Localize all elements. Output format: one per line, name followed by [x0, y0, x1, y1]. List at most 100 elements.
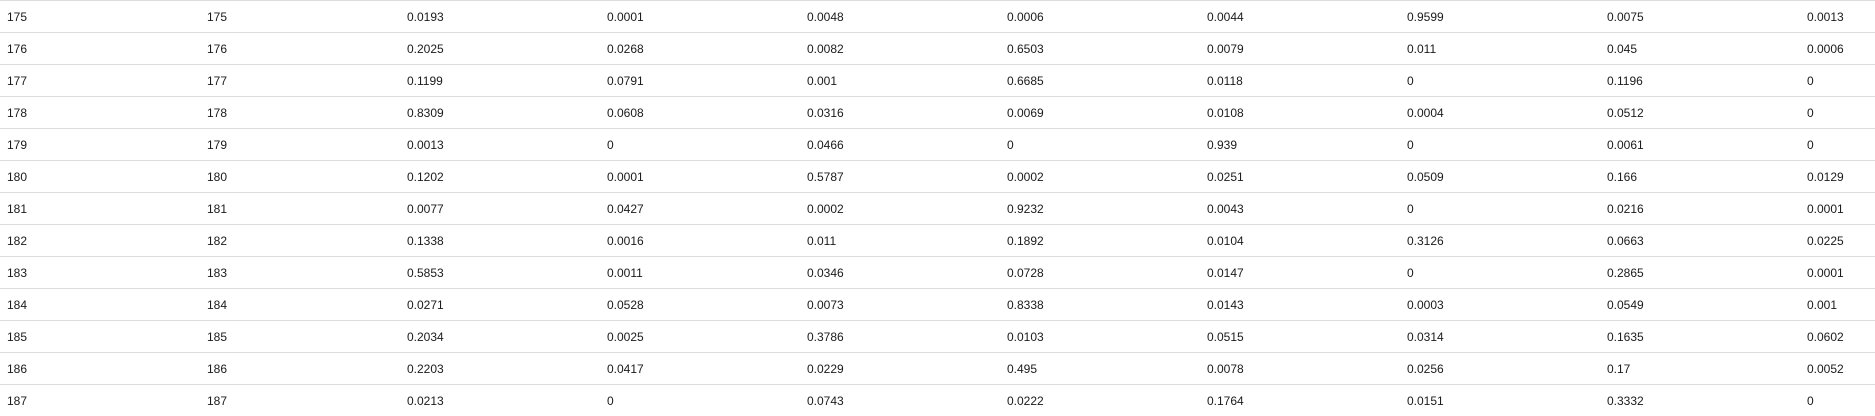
table-cell: 0.0013 — [400, 129, 600, 161]
table-cell: 0.0069 — [1000, 97, 1200, 129]
table-cell: 183 — [0, 257, 200, 289]
table-cell: 0.0077 — [400, 193, 600, 225]
table-cell: 0.0048 — [800, 1, 1000, 33]
table-cell: 0.0515 — [1200, 321, 1400, 353]
table-cell: 0.0082 — [800, 33, 1000, 65]
table-cell: 0.0427 — [600, 193, 800, 225]
table-cell: 0.0151 — [1400, 385, 1600, 416]
table-cell: 0.0316 — [800, 97, 1000, 129]
table-cell: 181 — [0, 193, 200, 225]
table-cell: 178 — [0, 97, 200, 129]
table-cell: 187 — [200, 385, 400, 416]
table-cell: 0 — [1800, 97, 1875, 129]
table-cell: 0.1892 — [1000, 225, 1200, 257]
table-cell: 0.0791 — [600, 65, 800, 97]
table-cell: 0.3332 — [1600, 385, 1800, 416]
table-cell: 0.0346 — [800, 257, 1000, 289]
table-cell: 0.011 — [1400, 33, 1600, 65]
table-cell: 176 — [0, 33, 200, 65]
table-cell: 0.1202 — [400, 161, 600, 193]
table-cell: 0.1196 — [1600, 65, 1800, 97]
table-cell: 184 — [0, 289, 200, 321]
table-cell: 0.0006 — [1800, 33, 1875, 65]
table-cell: 0 — [1800, 385, 1875, 416]
table-cell: 0.1338 — [400, 225, 600, 257]
table-cell: 177 — [200, 65, 400, 97]
table-cell: 0.001 — [1800, 289, 1875, 321]
table-cell: 0.0103 — [1000, 321, 1200, 353]
table-cell: 186 — [0, 353, 200, 385]
table-cell: 0.0104 — [1200, 225, 1400, 257]
table-cell: 0.0003 — [1400, 289, 1600, 321]
table-cell: 0.011 — [800, 225, 1000, 257]
table-cell: 0.0044 — [1200, 1, 1400, 33]
table-cell: 183 — [200, 257, 400, 289]
table-cell: 0.045 — [1600, 33, 1800, 65]
table-cell: 0.001 — [800, 65, 1000, 97]
table-cell: 184 — [200, 289, 400, 321]
table-cell: 0.0078 — [1200, 353, 1400, 385]
table-cell: 0.8309 — [400, 97, 600, 129]
table-cell: 0.0256 — [1400, 353, 1600, 385]
table-cell: 185 — [200, 321, 400, 353]
table-cell: 0.6503 — [1000, 33, 1200, 65]
table-cell: 181 — [200, 193, 400, 225]
table-cell: 0 — [600, 129, 800, 161]
table-cell: 0.166 — [1600, 161, 1800, 193]
table-cell: 0.2025 — [400, 33, 600, 65]
table-cell: 179 — [0, 129, 200, 161]
table-cell: 0 — [1800, 65, 1875, 97]
table-cell: 0.0608 — [600, 97, 800, 129]
table-cell: 0 — [1800, 129, 1875, 161]
table-cell: 0.0225 — [1800, 225, 1875, 257]
table-cell: 186 — [200, 353, 400, 385]
table-cell: 175 — [0, 1, 200, 33]
table-cell: 0.0417 — [600, 353, 800, 385]
table-cell: 0.0213 — [400, 385, 600, 416]
table-cell: 0.0079 — [1200, 33, 1400, 65]
table-cell: 0.0728 — [1000, 257, 1200, 289]
table-cell: 0.2203 — [400, 353, 600, 385]
table-cell: 0.0512 — [1600, 97, 1800, 129]
table-cell: 0.0118 — [1200, 65, 1400, 97]
table-cell: 0.0129 — [1800, 161, 1875, 193]
table-cell: 0 — [1000, 129, 1200, 161]
table-cell: 0.0314 — [1400, 321, 1600, 353]
table-cell: 0.9232 — [1000, 193, 1200, 225]
table-cell: 0.0147 — [1200, 257, 1400, 289]
table-cell: 0.0143 — [1200, 289, 1400, 321]
table-cell: 0.3126 — [1400, 225, 1600, 257]
table-cell: 180 — [200, 161, 400, 193]
table-cell: 0.0002 — [1000, 161, 1200, 193]
table-cell: 0.0509 — [1400, 161, 1600, 193]
table-cell: 0.0108 — [1200, 97, 1400, 129]
table-cell: 182 — [0, 225, 200, 257]
table-cell: 0.0663 — [1600, 225, 1800, 257]
table-cell: 0.5787 — [800, 161, 1000, 193]
table-cell: 0 — [1400, 257, 1600, 289]
table-cell: 0.0743 — [800, 385, 1000, 416]
table-cell: 0.1635 — [1600, 321, 1800, 353]
table-cell: 0.0075 — [1600, 1, 1800, 33]
table-cell: 0.0052 — [1800, 353, 1875, 385]
table-cell: 0.0001 — [600, 1, 800, 33]
table-cell: 180 — [0, 161, 200, 193]
table-cell: 0.939 — [1200, 129, 1400, 161]
table-cell: 0.0001 — [1800, 257, 1875, 289]
table-cell: 0.0025 — [600, 321, 800, 353]
table-cell: 0.0229 — [800, 353, 1000, 385]
table-cell: 0.0222 — [1000, 385, 1200, 416]
table-cell: 175 — [200, 1, 400, 33]
table-cell: 0 — [600, 385, 800, 416]
table-cell: 0.1199 — [400, 65, 600, 97]
